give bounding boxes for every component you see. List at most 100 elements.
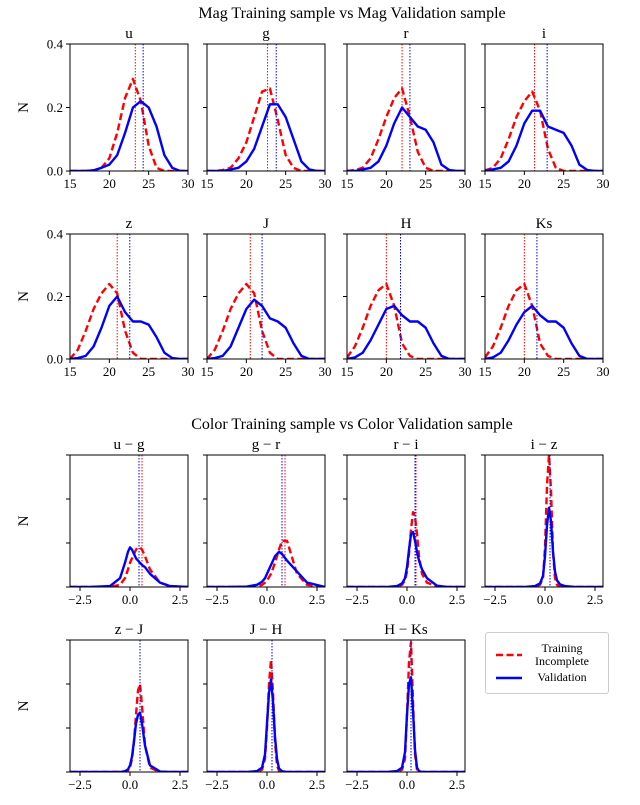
- series-line: [347, 530, 465, 587]
- series-line: [207, 103, 325, 171]
- axes-frame: [484, 233, 604, 360]
- x-tick-label: 0.0: [399, 592, 415, 607]
- subplot-title: g: [262, 26, 270, 42]
- y-axis-label: N: [16, 515, 32, 526]
- y-tick-label: 0.0: [47, 164, 63, 179]
- x-tick-label: 15: [64, 176, 77, 191]
- axes-frame: [206, 639, 326, 773]
- subplot-title: H: [401, 216, 412, 232]
- subplot-title: Ks: [536, 216, 553, 232]
- y-tick-label: 0.2: [47, 289, 63, 304]
- axes-frame: [206, 233, 326, 360]
- x-tick-label: −2.5: [205, 592, 229, 607]
- series-line: [70, 546, 188, 587]
- x-tick-label: 2.5: [449, 777, 465, 792]
- subplot-title: u: [125, 26, 133, 42]
- x-tick-label: 15: [479, 364, 492, 379]
- series-line: [207, 539, 325, 587]
- series-line: [207, 298, 325, 359]
- x-tick-label: 2.5: [172, 592, 188, 607]
- y-tick-label: 0.4: [47, 227, 64, 242]
- x-tick-label: 2.5: [587, 592, 603, 607]
- x-tick-label: 0.0: [399, 777, 415, 792]
- x-tick-label: 30: [182, 176, 195, 191]
- x-tick-label: 30: [182, 364, 195, 379]
- x-tick-label: 25: [279, 364, 292, 379]
- x-tick-label: −2.5: [68, 777, 92, 792]
- y-axis-label: N: [16, 700, 32, 711]
- x-tick-label: 25: [557, 176, 570, 191]
- x-tick-label: 20: [240, 364, 253, 379]
- subplot-title: H − Ks: [384, 622, 428, 638]
- series-line: [70, 711, 188, 772]
- axes-frame: [206, 43, 326, 172]
- y-tick-label: 0.2: [47, 100, 63, 115]
- series-line: [207, 678, 325, 772]
- x-tick-label: 0.0: [259, 592, 275, 607]
- axes-frame: [484, 43, 604, 172]
- series-line: [485, 109, 603, 171]
- axes-frame: [69, 43, 189, 172]
- x-tick-label: 25: [142, 364, 155, 379]
- x-tick-label: 25: [419, 176, 432, 191]
- series-line: [485, 506, 603, 587]
- x-tick-label: −2.5: [345, 777, 369, 792]
- series-line: [207, 550, 325, 587]
- subplot-title: J − H: [250, 622, 283, 638]
- subplot-title: i − z: [531, 437, 558, 453]
- x-tick-label: 20: [518, 176, 531, 191]
- series-line: [70, 295, 188, 359]
- x-tick-label: −2.5: [205, 777, 229, 792]
- legend-entry: Training Incomplete: [494, 642, 600, 668]
- x-tick-label: 20: [103, 176, 116, 191]
- x-tick-label: 20: [380, 364, 393, 379]
- legend-label: Validation: [537, 670, 587, 684]
- series-line: [70, 546, 188, 587]
- x-tick-label: 0.0: [259, 777, 275, 792]
- x-tick-label: 15: [341, 176, 354, 191]
- axes-frame: [69, 454, 189, 588]
- figure-title: Mag Training sample vs Mag Validation sa…: [198, 5, 505, 22]
- subplot-title: i: [542, 26, 546, 42]
- x-tick-label: 15: [341, 364, 354, 379]
- x-tick-label: −2.5: [345, 592, 369, 607]
- subplot-title: u − g: [114, 437, 145, 453]
- subplot-title: r: [404, 26, 409, 42]
- legend-label: Training Incomplete: [535, 641, 589, 668]
- axes-frame: [69, 639, 189, 773]
- axes-frame: [206, 454, 326, 588]
- x-tick-label: 25: [557, 364, 570, 379]
- x-tick-label: 15: [479, 176, 492, 191]
- x-tick-label: 25: [279, 176, 292, 191]
- y-axis-label: N: [16, 102, 32, 113]
- legend-swatch: [496, 676, 522, 679]
- series-line: [347, 87, 465, 171]
- x-tick-label: 15: [64, 364, 77, 379]
- subplot-title: z − J: [115, 622, 144, 638]
- x-tick-label: 0.0: [537, 592, 553, 607]
- legend-entry: Validation: [494, 671, 600, 684]
- axes-frame: [346, 233, 466, 360]
- series-line: [347, 676, 465, 772]
- x-tick-label: 30: [319, 176, 332, 191]
- x-tick-label: −2.5: [68, 592, 92, 607]
- legend: Training Incomplete Validation: [485, 632, 609, 694]
- y-tick-label: 0.4: [47, 37, 64, 52]
- x-tick-label: 15: [201, 176, 214, 191]
- y-tick-label: 0.0: [47, 352, 63, 367]
- legend-swatch: [496, 653, 522, 657]
- x-tick-label: 15: [201, 364, 214, 379]
- series-line: [207, 282, 325, 359]
- x-tick-label: 2.5: [309, 592, 325, 607]
- subplot-title: J: [263, 216, 269, 232]
- series-line: [485, 282, 603, 359]
- series-line: [70, 99, 188, 171]
- x-tick-label: 20: [518, 364, 531, 379]
- x-tick-label: 20: [380, 176, 393, 191]
- x-tick-label: 30: [459, 364, 472, 379]
- x-tick-label: 0.0: [122, 592, 138, 607]
- series-line: [347, 106, 465, 171]
- x-tick-label: 2.5: [309, 777, 325, 792]
